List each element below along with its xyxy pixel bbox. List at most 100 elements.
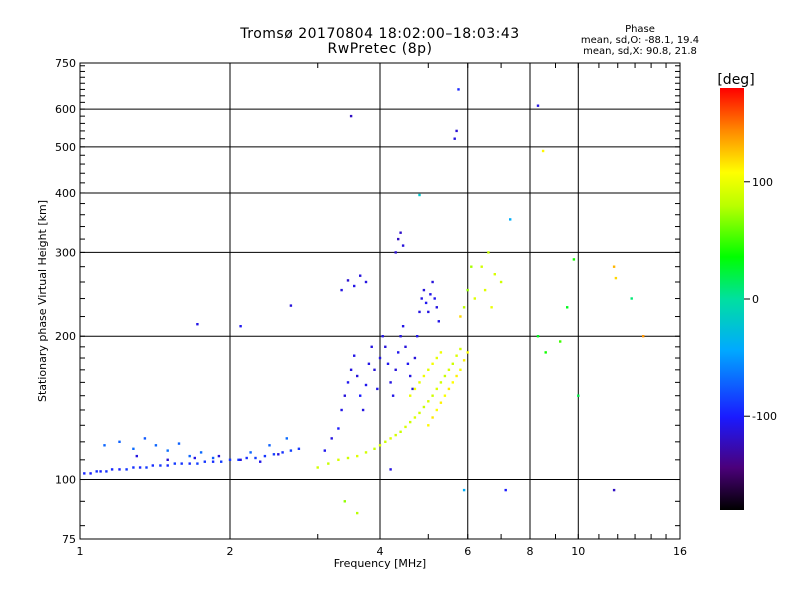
data-point: [389, 468, 392, 471]
data-point: [427, 400, 430, 403]
data-point: [166, 458, 169, 461]
data-point: [389, 437, 392, 440]
data-point: [373, 447, 376, 450]
data-point: [356, 511, 359, 515]
data-point: [188, 454, 191, 458]
data-point: [504, 488, 507, 492]
data-point: [411, 387, 414, 391]
grid: [80, 63, 680, 539]
data-point: [95, 470, 98, 473]
colorbar-tick-label: 100: [752, 176, 773, 189]
data-point: [642, 335, 645, 338]
data-point: [166, 464, 169, 467]
data-point: [353, 284, 356, 288]
data-point: [437, 320, 440, 323]
data-point: [418, 411, 421, 415]
data-point: [559, 340, 562, 343]
data-point: [413, 416, 417, 419]
data-point: [346, 381, 350, 384]
data-point: [83, 472, 86, 475]
data-point: [413, 387, 417, 391]
data-point: [404, 425, 407, 429]
data-point: [364, 451, 368, 454]
data-point: [490, 306, 493, 309]
data-point: [245, 456, 248, 460]
data-point: [143, 437, 147, 440]
data-point: [397, 237, 400, 241]
data-point: [394, 433, 397, 437]
data-point: [367, 362, 371, 365]
data-point: [394, 251, 397, 254]
data-point: [346, 456, 350, 460]
data-point: [337, 458, 340, 461]
data-point: [470, 265, 473, 268]
data-point: [268, 444, 271, 447]
data-point: [373, 368, 376, 371]
data-point: [455, 129, 458, 133]
data-point: [370, 345, 373, 348]
data-point: [399, 335, 402, 338]
data-point: [409, 420, 412, 424]
data-point: [427, 310, 430, 314]
data-point: [196, 462, 199, 465]
y-axis-label: Stationary phase Virtual Height [km]: [36, 200, 49, 402]
data-point: [544, 351, 547, 354]
data-point: [459, 347, 462, 351]
data-point: [378, 444, 382, 447]
x-tick-label: 8: [527, 545, 534, 558]
x-tick-label: 1: [77, 545, 84, 558]
data-point: [193, 456, 196, 460]
data-point: [99, 470, 102, 473]
y-tick-label: 75: [62, 533, 76, 546]
data-point: [316, 466, 319, 469]
colorbar-tick-label: 0: [752, 293, 759, 306]
data-point: [509, 218, 512, 221]
colorbar-label: [deg]: [717, 72, 754, 88]
data-point: [399, 231, 402, 234]
data-point: [145, 466, 148, 469]
data-point: [349, 114, 353, 118]
data-point: [105, 470, 108, 473]
data-point: [466, 351, 469, 354]
data-point: [483, 288, 487, 292]
data-point: [422, 374, 426, 378]
data-point: [89, 472, 92, 475]
data-point: [401, 244, 405, 247]
data-point: [406, 362, 410, 365]
data-point: [418, 193, 421, 197]
data-point: [612, 488, 616, 492]
data-point: [343, 500, 346, 503]
y-tick-label: 750: [55, 57, 76, 70]
data-points: [83, 88, 645, 515]
data-point: [447, 387, 451, 391]
x-axis-label: Frequency [MHz]: [334, 557, 426, 570]
data-point: [614, 276, 618, 280]
data-point: [427, 424, 430, 427]
data-point: [259, 460, 262, 463]
x-tick-label: 6: [464, 545, 471, 558]
data-point: [439, 381, 443, 384]
colorbar-tick-label: -100: [752, 410, 777, 423]
data-point: [420, 297, 423, 300]
data-point: [427, 368, 430, 371]
data-point: [249, 451, 252, 454]
data-point: [493, 273, 496, 276]
data-point: [422, 288, 426, 292]
data-point: [188, 462, 191, 465]
data-point: [416, 335, 419, 338]
data-point: [138, 466, 142, 469]
data-point: [349, 368, 353, 371]
data-point: [353, 354, 356, 357]
data-point: [285, 437, 288, 440]
data-point: [211, 460, 215, 463]
data-point: [459, 368, 462, 371]
data-point: [424, 301, 428, 305]
data-point: [196, 323, 199, 326]
data-point: [409, 374, 412, 378]
data-point: [399, 430, 402, 433]
phase-stats-heading: Phase: [625, 24, 655, 35]
data-point: [343, 394, 346, 397]
data-point: [451, 362, 454, 365]
data-point: [431, 394, 434, 397]
data-point: [151, 464, 154, 467]
